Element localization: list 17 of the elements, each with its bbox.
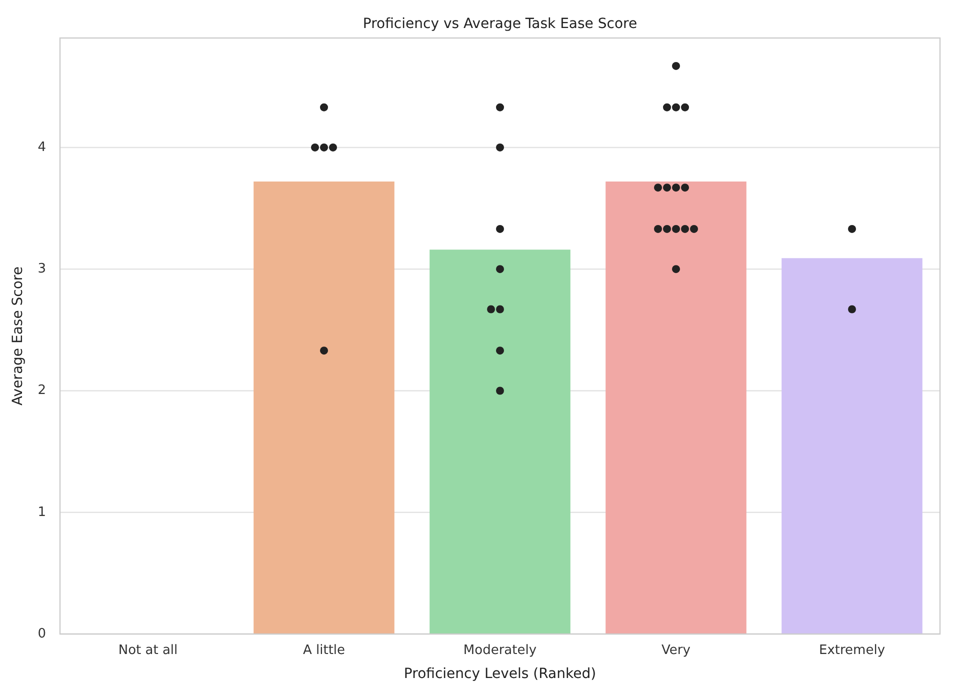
x-tick-label: A little [302,643,346,658]
x-tick-label: Extremely [818,643,886,658]
y-axis-title: Average Ease Score [10,266,26,406]
y-tick-label: 3 [38,262,46,277]
bar [782,258,922,634]
y-tick-label: 1 [38,504,46,520]
y-tick-label: 4 [38,140,46,155]
bar [254,182,394,634]
x-axis-title: Proficiency Levels (Ranked) [404,666,596,682]
x-tick-label: Moderately [463,643,537,658]
bar [606,182,746,634]
y-tick-label: 2 [38,383,46,398]
x-tick-label: Not at all [118,643,178,658]
chart-title: Proficiency vs Average Task Ease Score [362,16,638,32]
x-tick-label: Very [662,643,691,658]
bar [430,250,570,634]
y-tick-label: 0 [38,626,46,642]
